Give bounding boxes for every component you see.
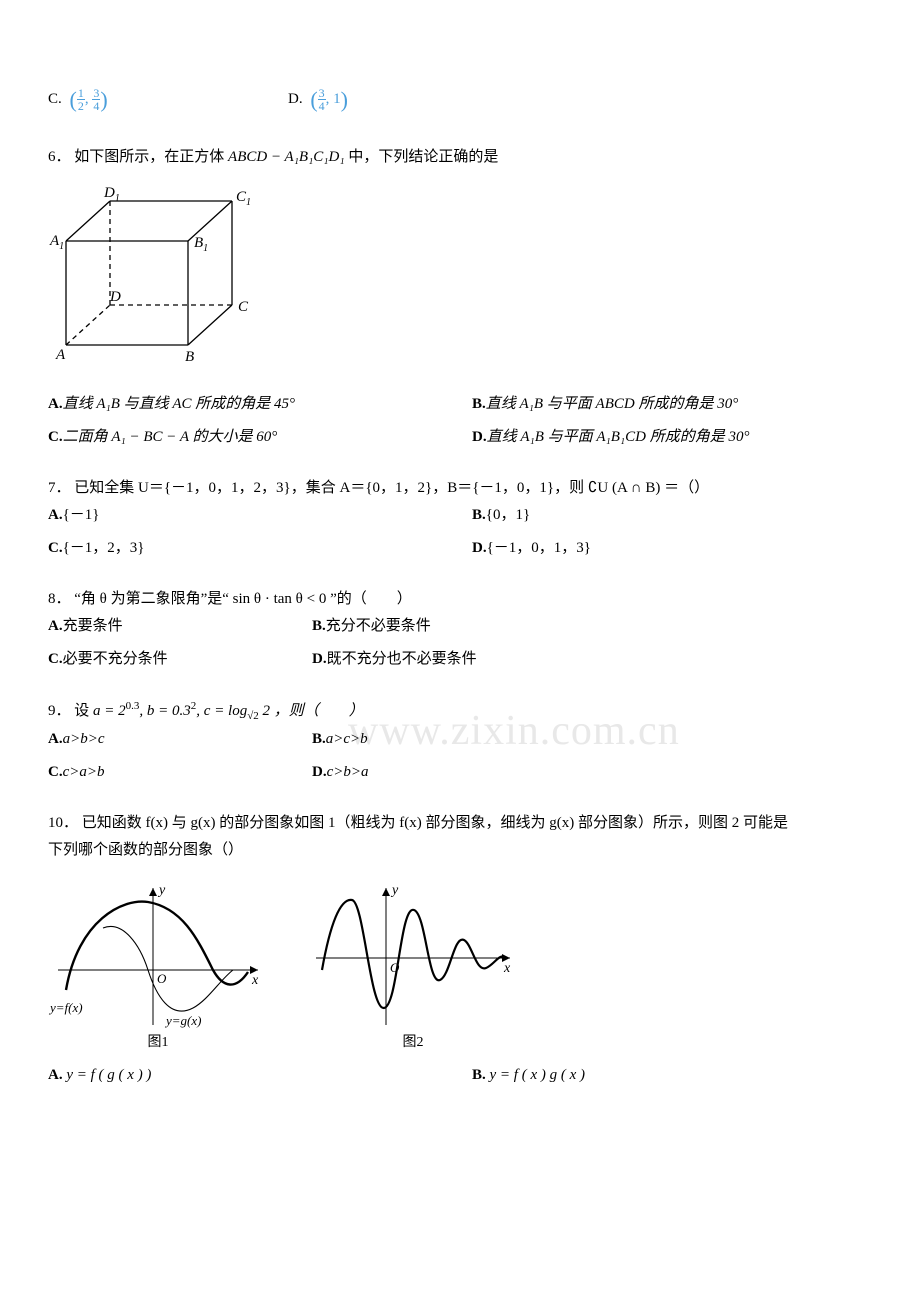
q9-c2: , c = log [196, 703, 247, 719]
graph2-svg: y x O [308, 880, 518, 1030]
q9-choice-a: a>b>c [63, 731, 105, 747]
q9-choice-b: a>c>b [326, 731, 368, 747]
q6-block: 6． 如下图所示，在正方体 ABCD − A₁B₁C₁D₁ 中，下列结论正确的是 [48, 144, 872, 451]
q9-number: 9． [48, 703, 71, 719]
svg-text:y=g(x): y=g(x) [164, 1013, 201, 1028]
q9-choice-c: c>a>b [63, 764, 105, 780]
q8-choice-c-label: C. [48, 651, 63, 667]
svg-text:O: O [157, 971, 167, 986]
q9-logarg: 2 ，则（ ） [259, 703, 364, 719]
q8-block: 8． “角 θ 为第二象限角”是“ sin θ · tan θ < 0 ”的（ … [48, 586, 872, 673]
q5-tail: C. (12, 34) D. (34, 1) [48, 80, 872, 120]
q8-choice-a-label: A. [48, 618, 63, 634]
svg-text:x: x [503, 961, 511, 976]
q6-choice-c: 二面角 A₁ − BC − A 的大小是 60° [63, 429, 278, 445]
q6-choice-a-label: A. [48, 396, 63, 412]
q10-choice-a: y = f ( g ( x ) ) [63, 1067, 152, 1083]
svg-text:y=f(x): y=f(x) [48, 1000, 83, 1015]
svg-text:D: D [109, 289, 121, 305]
q9-exp-a: 0.3 [126, 700, 140, 712]
q8-choice-b-label: B. [312, 618, 326, 634]
q6-stem-expr: ABCD − A₁B₁C₁D₁ [228, 149, 345, 165]
q7-choice-c-label: C. [48, 540, 63, 556]
q10-choice-b-label: B. [472, 1067, 486, 1083]
graph2-caption: 图2 [308, 1030, 518, 1055]
svg-text:y: y [390, 883, 399, 898]
q9-choice-d: c>b>a [327, 764, 369, 780]
graph1-svg: y x O y=f(x) y=g(x) [48, 880, 268, 1030]
q6-cube-figure: A B C D A1 B1 C1 D1 [48, 183, 872, 373]
q5-choice-c-label: C. [48, 91, 62, 107]
svg-text:C: C [238, 299, 249, 315]
q6-choice-c-label: C. [48, 429, 63, 445]
q10-block: 10． 已知函数 f(x) 与 g(x) 的部分图象如图 1（粗线为 f(x) … [48, 810, 872, 1088]
q8-choice-c: 必要不充分条件 [63, 651, 168, 667]
q7-choice-b: {0，1} [486, 507, 530, 523]
q7-block: 7． 已知全集 U＝{－1，0，1，2，3}，集合 A＝{0，1，2}，B＝{－… [48, 475, 872, 562]
q6-choice-b: 直线 A₁B 与平面 ABCD 所成的角是 30° [486, 396, 738, 412]
q7-choice-a: {－1} [63, 507, 100, 523]
q6-choice-d: 直线 A₁B 与平面 A₁B₁CD 所成的角是 30° [487, 429, 750, 445]
svg-text:x: x [251, 973, 259, 988]
svg-text:B: B [185, 349, 194, 365]
q8-number: 8． [48, 591, 71, 607]
svg-text:y: y [157, 883, 166, 898]
q6-choice-a: 直线 A₁B 与直线 AC 所成的角是 45° [63, 396, 295, 412]
cube-svg: A B C D A1 B1 C1 D1 [48, 183, 258, 373]
q7-stem: 已知全集 U＝{－1，0，1，2，3}，集合 A＝{0，1，2}，B＝{－1，0… [74, 480, 709, 496]
q6-number: 6． [48, 149, 71, 165]
q8-choice-b: 充分不必要条件 [326, 618, 431, 634]
q7-choice-b-label: B. [472, 507, 486, 523]
q5-choice-d-value: (34, 1) [310, 91, 348, 107]
q9-choice-b-label: B. [312, 731, 326, 747]
svg-text:A1: A1 [49, 233, 64, 252]
q5-choice-c-value: (12, 34) [70, 91, 108, 107]
q8-choice-a: 充要条件 [63, 618, 123, 634]
q7-choice-d: {－1，0，1，3} [487, 540, 591, 556]
q6-stem-post: 中，下列结论正确的是 [348, 149, 498, 165]
q9-expr-a: a = 2 [93, 703, 126, 719]
q9-logbase: √2 [247, 710, 259, 722]
q6-choice-b-label: B. [472, 396, 486, 412]
q9-choice-a-label: A. [48, 731, 63, 747]
graph2-box: y x O 图2 [308, 880, 518, 1055]
q9-choice-d-label: D. [312, 764, 327, 780]
q10-choice-a-label: A. [48, 1067, 63, 1083]
q6-choice-d-label: D. [472, 429, 487, 445]
q10-number: 10． [48, 815, 78, 831]
q9-stem-pre: 设 [74, 703, 93, 719]
q9-block: 9． 设 a = 20.3, b = 0.32, c = log√2 2 ，则（… [48, 697, 872, 787]
q10-stem-2: 下列哪个函数的部分图象（） [48, 837, 872, 864]
graph1-caption: 图1 [48, 1030, 268, 1055]
q5-choice-d-label: D. [288, 91, 303, 107]
q7-choice-a-label: A. [48, 507, 63, 523]
q6-stem-pre: 如下图所示，在正方体 [74, 149, 228, 165]
q7-number: 7． [48, 480, 71, 496]
q8-choice-d: 既不充分也不必要条件 [327, 651, 477, 667]
svg-text:C1: C1 [236, 189, 251, 208]
svg-text:B1: B1 [194, 235, 208, 254]
q9-c1: , b = 0.3 [139, 703, 190, 719]
graph1-box: y x O y=f(x) y=g(x) 图1 [48, 880, 268, 1055]
q7-choice-d-label: D. [472, 540, 487, 556]
q10-stem-1: 已知函数 f(x) 与 g(x) 的部分图象如图 1（粗线为 f(x) 部分图象… [82, 815, 788, 831]
svg-text:A: A [55, 347, 66, 363]
q7-choice-c: {－1，2，3} [63, 540, 145, 556]
q10-choice-b: y = f ( x ) g ( x ) [486, 1067, 585, 1083]
q9-choice-c-label: C. [48, 764, 63, 780]
q8-stem: “角 θ 为第二象限角”是“ sin θ · tan θ < 0 ”的（ ） [74, 591, 411, 607]
q8-choice-d-label: D. [312, 651, 327, 667]
